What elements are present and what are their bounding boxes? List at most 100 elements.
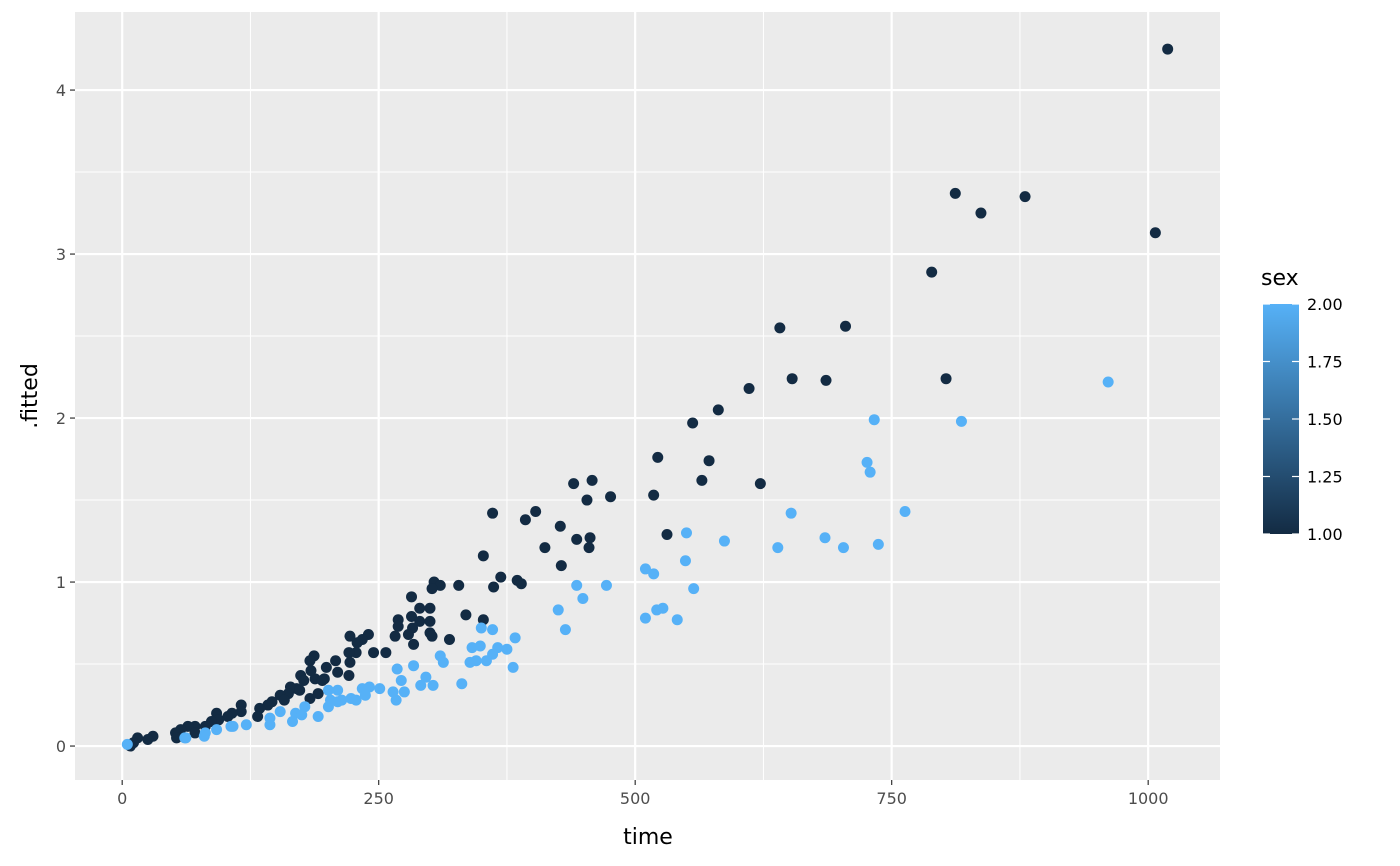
data-point: [586, 474, 598, 486]
data-point: [577, 592, 589, 604]
data-point: [940, 373, 952, 385]
data-point: [322, 701, 334, 713]
data-point: [712, 404, 724, 416]
y-axis-ticks: 0 1 2 3 4: [56, 81, 75, 756]
data-point: [786, 373, 798, 385]
data-point: [408, 638, 420, 650]
data-point: [718, 535, 730, 547]
data-point: [1149, 227, 1161, 239]
data-point: [583, 542, 595, 554]
data-point: [949, 187, 961, 199]
x-tick-label: 500: [620, 789, 651, 808]
data-point: [320, 661, 332, 673]
data-point: [121, 738, 133, 750]
legend-tick-label: 1.25: [1307, 468, 1343, 487]
data-point: [955, 415, 967, 427]
data-point: [395, 674, 407, 686]
data-point: [344, 656, 356, 668]
color-legend: sex 1.00 1.25 1.50 1.75 2.00: [1261, 266, 1343, 544]
x-tick-label: 1000: [1128, 789, 1169, 808]
data-point: [466, 642, 478, 654]
data-point: [568, 478, 580, 490]
data-point: [336, 694, 348, 706]
data-point: [332, 684, 344, 696]
data-point: [392, 620, 404, 632]
data-point: [278, 694, 290, 706]
data-point: [554, 520, 566, 532]
data-point: [414, 615, 426, 627]
data-point: [189, 727, 201, 739]
data-point: [530, 506, 542, 518]
data-point: [571, 533, 583, 545]
x-tick-label: 0: [117, 789, 127, 808]
data-point: [344, 630, 356, 642]
data-point: [179, 732, 191, 744]
data-point: [464, 656, 476, 668]
data-point: [424, 602, 436, 614]
data-point: [294, 684, 306, 696]
data-point: [437, 656, 449, 668]
data-point: [359, 689, 371, 701]
data-point: [559, 624, 571, 636]
data-point: [350, 694, 362, 706]
data-point: [648, 568, 660, 580]
data-point: [414, 602, 426, 614]
data-point: [296, 709, 308, 721]
data-point: [600, 579, 612, 591]
data-point: [774, 322, 786, 334]
data-point: [415, 679, 427, 691]
data-point: [754, 478, 766, 490]
data-point: [581, 494, 593, 506]
x-axis-ticks: 0 250 500 750 1000: [117, 780, 1169, 808]
data-point: [398, 686, 410, 698]
data-point: [453, 579, 465, 591]
data-point: [142, 733, 154, 745]
data-point: [351, 637, 363, 649]
data-point: [332, 666, 344, 678]
data-point: [298, 674, 310, 686]
data-point: [477, 550, 489, 562]
data-point: [571, 579, 583, 591]
data-point: [495, 571, 507, 583]
data-point: [840, 320, 852, 332]
data-point: [861, 456, 873, 468]
x-tick-label: 750: [876, 789, 907, 808]
data-point: [274, 706, 286, 718]
data-point: [211, 724, 223, 736]
data-point: [926, 266, 938, 278]
data-point: [688, 583, 700, 595]
data-point: [687, 417, 699, 429]
data-point: [1102, 376, 1114, 388]
legend-tick-label: 1.75: [1307, 353, 1343, 372]
data-point: [519, 514, 531, 526]
data-point: [287, 715, 299, 727]
y-tick-label: 0: [56, 737, 66, 756]
data-point: [474, 640, 486, 652]
gridlines: [75, 12, 1220, 780]
legend-title: sex: [1261, 266, 1299, 291]
data-point: [304, 692, 316, 704]
data-point: [368, 647, 380, 659]
plot-panel: [75, 12, 1220, 780]
legend-tick-label: 2.00: [1307, 295, 1343, 314]
x-axis-title: time: [623, 825, 673, 850]
data-point: [515, 578, 527, 590]
legend-tick-label: 1.50: [1307, 410, 1343, 429]
data-point: [390, 694, 402, 706]
data-point: [408, 660, 420, 672]
data-point: [1162, 43, 1174, 55]
data-point: [222, 711, 234, 723]
data-point: [343, 647, 355, 659]
data-point: [868, 414, 880, 426]
data-point: [661, 528, 673, 540]
y-tick-label: 1: [56, 573, 66, 592]
data-point: [671, 614, 683, 626]
y-tick-label: 4: [56, 81, 66, 100]
data-point: [406, 610, 418, 622]
data-point: [785, 507, 797, 519]
y-axis-title: .fitted: [18, 363, 43, 429]
data-point: [772, 542, 784, 554]
data-point: [703, 455, 715, 467]
data-point: [443, 633, 455, 645]
